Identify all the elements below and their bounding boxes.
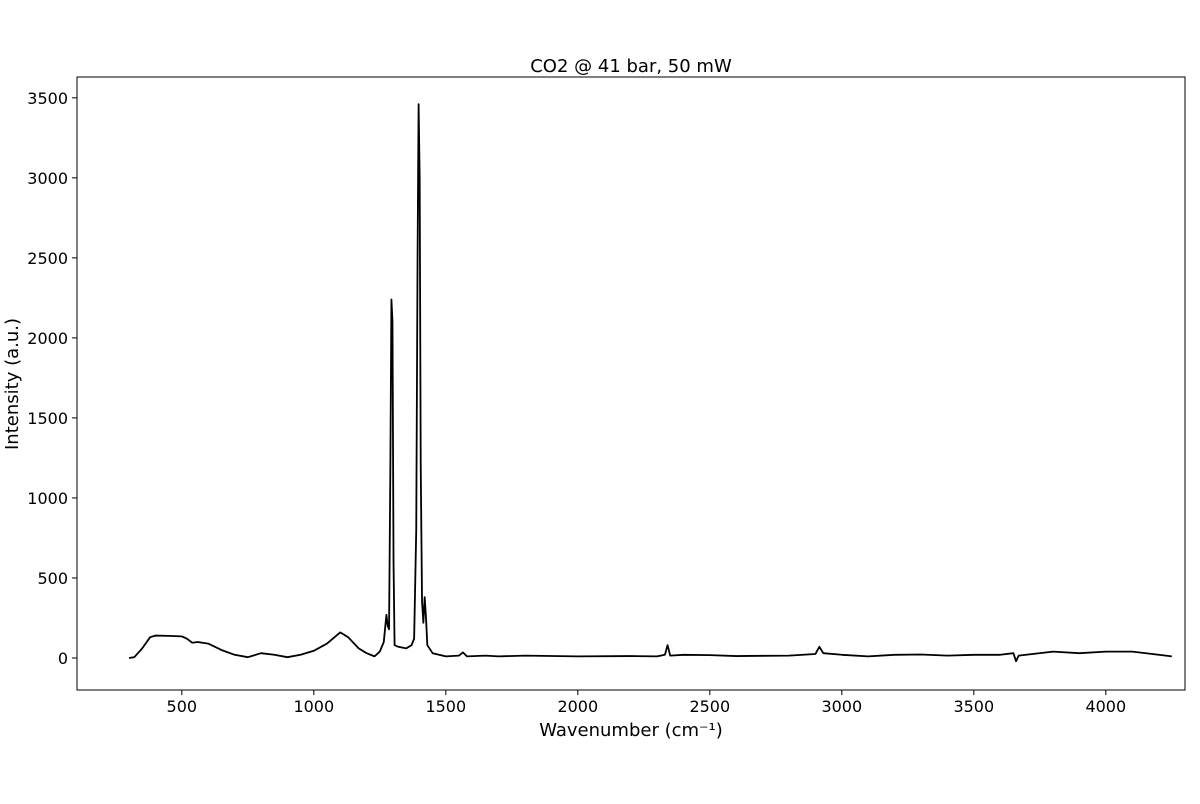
x-tick-label: 4000 [1085, 697, 1126, 716]
y-tick-label: 500 [37, 569, 68, 588]
chart-title: CO2 @ 41 bar, 50 mW [530, 56, 732, 77]
x-tick-label: 3500 [953, 697, 994, 716]
x-tick-label: 2000 [557, 697, 598, 716]
x-tick-label: 2500 [689, 697, 730, 716]
y-tick-label: 2500 [27, 249, 68, 268]
y-tick-label: 1500 [27, 409, 68, 428]
y-tick-label: 3500 [27, 89, 68, 108]
x-axis-label: Wavenumber (cm⁻¹) [539, 720, 723, 741]
line-series [128, 103, 1172, 663]
x-tick-label: 1500 [425, 697, 466, 716]
y-tick-label: 2000 [27, 329, 68, 348]
y-tick-label: 3000 [27, 169, 68, 188]
y-tick-label: 0 [58, 649, 68, 668]
x-tick-label: 500 [167, 697, 198, 716]
x-tick-label: 1000 [293, 697, 334, 716]
plot-frame [76, 76, 1186, 691]
y-axis-label: Intensity (a.u.) [2, 318, 23, 450]
x-tick-label: 3000 [821, 697, 862, 716]
y-tick-label: 1000 [27, 489, 68, 508]
